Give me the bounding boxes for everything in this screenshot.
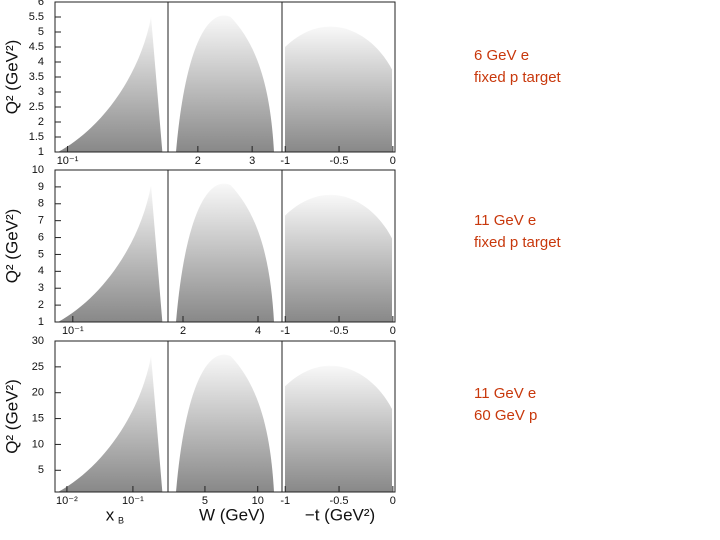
y-tick-label: 20 (32, 387, 44, 399)
x-tick-label: 3 (249, 155, 255, 167)
x-tick-label: -0.5 (330, 495, 349, 507)
y-tick-label: 8 (38, 198, 44, 210)
y-tick-label: 4 (38, 56, 44, 68)
y-tick-label: 2.5 (29, 101, 44, 113)
run-label: 60 GeV p (474, 407, 537, 424)
run-label: fixed p target (474, 234, 562, 251)
y-tick-label: 5.5 (29, 11, 44, 23)
y-tick-label: 5 (38, 26, 44, 38)
scatter-cloud (176, 183, 274, 322)
scatter-cloud (285, 365, 392, 492)
y-tick-label: 4.5 (29, 41, 44, 53)
x-tick-label: 5 (202, 495, 208, 507)
y-tick-label: 15 (32, 412, 44, 424)
y-tick-label: 4 (38, 265, 44, 277)
x-tick-label: 10⁻² (56, 495, 78, 507)
y-tick-label: 3 (38, 86, 44, 98)
x-tick-label: -1 (280, 155, 290, 167)
y-axis-label: Q² (GeV²) (2, 40, 21, 115)
scatter-cloud (285, 26, 392, 152)
y-tick-label: 5 (38, 464, 44, 476)
panel-frame (281, 1, 396, 153)
x-axis-label: W (GeV) (199, 505, 265, 524)
x-tick-label: 10⁻¹ (122, 495, 144, 507)
run-label: 11 GeV e (474, 212, 536, 229)
run-label: 11 GeV e (474, 385, 536, 402)
x-tick-label: -0.5 (330, 155, 349, 167)
scatter-cloud (58, 17, 163, 152)
y-axis-label: Q² (GeV²) (2, 209, 21, 284)
x-axis-label-subscript: B (118, 515, 124, 525)
x-tick-label: 2 (195, 155, 201, 167)
x-tick-label: -1 (280, 325, 290, 337)
scatter-cloud (58, 185, 163, 322)
y-tick-label: 3 (38, 282, 44, 294)
y-tick-label: 10 (32, 438, 44, 450)
x-tick-label: 10⁻¹ (57, 155, 79, 167)
y-tick-label: 6 (38, 0, 44, 8)
run-label: fixed p target (474, 69, 562, 86)
x-axis-label: −t (GeV²) (305, 505, 375, 524)
run-label: 6 GeV e (474, 47, 529, 64)
x-tick-label: 0 (390, 155, 396, 167)
x-axis-label: x (106, 505, 115, 524)
x-tick-label: -0.5 (330, 325, 349, 337)
panel-frame (281, 340, 396, 493)
x-tick-label: 10⁻¹ (62, 325, 84, 337)
x-tick-label: 0 (390, 495, 396, 507)
y-tick-label: 3.5 (29, 71, 44, 83)
y-tick-label: 2 (38, 299, 44, 311)
x-tick-label: 0 (390, 325, 396, 337)
x-tick-label: 4 (255, 325, 261, 337)
x-tick-label: 2 (180, 325, 186, 337)
y-tick-label: 2 (38, 116, 44, 128)
scatter-cloud (285, 194, 392, 322)
y-axis-label: Q² (GeV²) (2, 379, 21, 454)
y-tick-label: 10 (32, 164, 44, 176)
y-tick-label: 7 (38, 215, 44, 227)
y-tick-label: 5 (38, 248, 44, 260)
scatter-cloud (176, 15, 274, 152)
x-tick-label: 10 (252, 495, 264, 507)
y-tick-label: 1 (38, 146, 44, 158)
y-tick-label: 25 (32, 361, 44, 373)
y-tick-label: 9 (38, 181, 44, 193)
x-tick-label: -1 (280, 495, 290, 507)
y-tick-label: 1 (38, 316, 44, 328)
panel-frame (281, 169, 396, 323)
y-tick-label: 30 (32, 335, 44, 347)
scatter-cloud (176, 354, 274, 492)
scatter-cloud (58, 356, 163, 492)
y-tick-label: 6 (38, 231, 44, 243)
y-tick-label: 1.5 (29, 131, 44, 143)
